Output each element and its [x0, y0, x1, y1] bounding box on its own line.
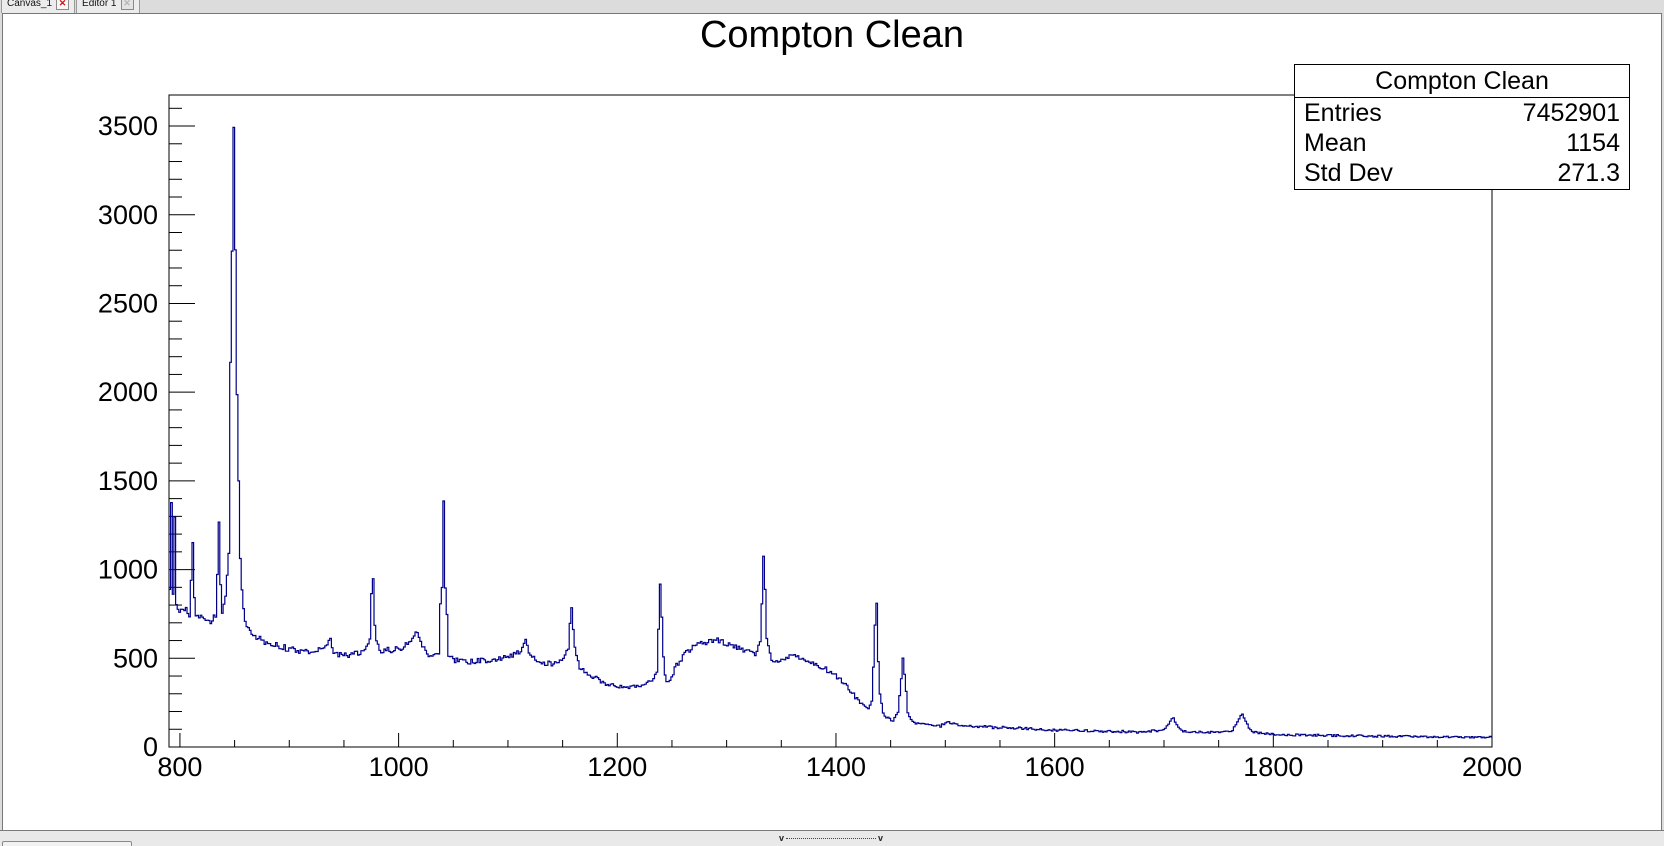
svg-text:3000: 3000	[98, 200, 158, 230]
svg-text:2000: 2000	[98, 377, 158, 407]
stats-row: Std Dev 271.3	[1295, 158, 1629, 188]
bottom-left-partial-button[interactable]	[2, 841, 132, 846]
x-axis: 800 1000 1200 1400 1600 1800 2000	[157, 733, 1522, 782]
y-axis: 0 500 1000 1500 2000 2500 3000 3500	[98, 107, 195, 762]
stats-value: 1154	[1566, 128, 1620, 157]
tab-close-icon[interactable]: ✕	[56, 0, 70, 10]
tab-canvas-1[interactable]: Canvas_1 ✕	[1, 0, 76, 13]
svg-text:1800: 1800	[1243, 752, 1303, 782]
stats-box[interactable]: Compton Clean Entries 7452901 Mean 1154 …	[1294, 64, 1630, 190]
svg-text:0: 0	[143, 732, 158, 762]
stats-row: Entries 7452901	[1295, 98, 1629, 128]
tab-close-disabled-icon[interactable]: ✕	[120, 0, 134, 10]
histogram-line[interactable]	[169, 126, 1492, 739]
svg-text:500: 500	[113, 643, 158, 673]
plot-frame	[168, 94, 1493, 748]
stats-row: Mean 1154	[1295, 128, 1629, 158]
svg-text:2500: 2500	[98, 288, 158, 318]
splitter-dotted-line	[786, 838, 877, 839]
stats-label: Entries	[1304, 98, 1382, 127]
tab-bar: Canvas_1 ✕ Editor 1 ✕	[0, 0, 1664, 13]
tab-editor-1-label: Editor 1	[82, 0, 117, 9]
svg-text:1600: 1600	[1025, 752, 1085, 782]
svg-text:2000: 2000	[1462, 752, 1522, 782]
svg-text:1500: 1500	[98, 466, 158, 496]
stats-box-title: Compton Clean	[1295, 65, 1629, 98]
histogram-title: Compton Clean	[699, 14, 965, 56]
svg-text:3500: 3500	[98, 111, 158, 141]
tab-canvas-1-label: Canvas_1	[7, 0, 53, 9]
svg-text:800: 800	[157, 752, 202, 782]
stats-value: 7452901	[1522, 98, 1620, 127]
bottom-splitter-strip: v v	[0, 830, 1664, 846]
svg-text:1400: 1400	[806, 752, 866, 782]
stats-label: Std Dev	[1304, 158, 1393, 187]
splitter-handle[interactable]: v v	[779, 834, 883, 843]
stats-label: Mean	[1304, 128, 1367, 157]
svg-text:1200: 1200	[587, 752, 647, 782]
splitter-arrow-left-icon: v	[779, 833, 785, 843]
splitter-arrow-right-icon: v	[878, 833, 884, 843]
svg-text:1000: 1000	[98, 555, 158, 585]
svg-text:1000: 1000	[369, 752, 429, 782]
tab-editor-1[interactable]: Editor 1 ✕	[76, 0, 140, 13]
stats-value: 271.3	[1557, 158, 1620, 187]
